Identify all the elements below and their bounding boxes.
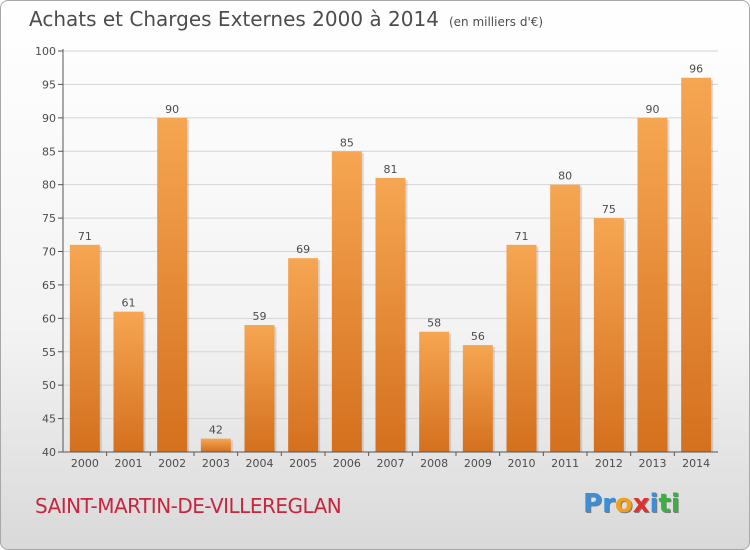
bar-value-label: 71 xyxy=(78,230,92,243)
bar xyxy=(157,117,188,452)
bar xyxy=(637,117,668,452)
chart-title-text: Achats et Charges Externes 2000 à 2014 xyxy=(29,7,439,31)
y-tick-label: 75 xyxy=(42,212,56,225)
y-tick-label: 50 xyxy=(42,379,56,392)
chart-unit: (en milliers d'€) xyxy=(448,15,544,29)
bar-value-label: 90 xyxy=(646,103,660,116)
bar-value-label: 85 xyxy=(340,136,354,149)
x-tick-label: 2000 xyxy=(71,457,99,470)
x-tick-label: 2008 xyxy=(420,457,448,470)
y-tick-label: 95 xyxy=(42,78,56,91)
logo-letter: o xyxy=(614,489,633,519)
y-tick-label: 60 xyxy=(42,312,56,325)
logo-letter: P xyxy=(583,489,603,519)
bars xyxy=(69,77,714,452)
logo-letter: x xyxy=(632,489,650,519)
bar xyxy=(375,177,406,452)
bar xyxy=(462,345,493,452)
y-tick-label: 85 xyxy=(42,145,56,158)
x-tick-label: 2014 xyxy=(682,457,710,470)
bar-value-label: 58 xyxy=(427,317,441,330)
logo-letter: i xyxy=(649,489,659,519)
axes xyxy=(58,49,718,456)
bar xyxy=(681,77,712,452)
bar-value-label: 71 xyxy=(515,230,529,243)
x-tick-label: 2009 xyxy=(464,457,492,470)
bar-value-label: 96 xyxy=(689,63,703,76)
x-tick-label: 2012 xyxy=(595,457,623,470)
labels: 40 45 50 55 60 65 70 75 80 85 90 95 100 71 2000 61 2001 9… xyxy=(35,45,710,470)
x-tick-label: 2001 xyxy=(115,457,143,470)
bar-value-label: 61 xyxy=(122,297,136,310)
bar xyxy=(244,325,275,452)
bar-value-label: 42 xyxy=(209,424,223,437)
x-tick-label: 2003 xyxy=(202,457,230,470)
bar xyxy=(288,258,319,452)
x-tick-label: 2011 xyxy=(551,457,579,470)
y-tick-label: 40 xyxy=(42,446,56,459)
bar xyxy=(593,218,624,452)
bar xyxy=(69,244,100,452)
bar xyxy=(550,184,581,452)
x-tick-label: 2002 xyxy=(158,457,186,470)
bar xyxy=(419,331,450,452)
bar xyxy=(113,311,144,452)
bar xyxy=(506,244,537,452)
y-tick-label: 45 xyxy=(42,413,56,426)
bar-value-label: 59 xyxy=(253,310,267,323)
y-tick-label: 100 xyxy=(35,45,56,58)
commune-name: SAINT-MARTIN-DE-VILLEREGLAN xyxy=(35,494,342,518)
chart-title: Achats et Charges Externes 2000 à 2014 (e… xyxy=(29,7,543,31)
bar xyxy=(200,438,231,452)
logo-letter: t xyxy=(658,489,671,519)
bar-value-label: 75 xyxy=(602,203,616,216)
x-tick-label: 2004 xyxy=(246,457,274,470)
x-tick-label: 2005 xyxy=(289,457,317,470)
bar-value-label: 56 xyxy=(471,330,485,343)
x-tick-label: 2010 xyxy=(508,457,536,470)
x-tick-label: 2013 xyxy=(639,457,667,470)
y-tick-label: 70 xyxy=(42,246,56,259)
y-tick-label: 90 xyxy=(42,112,56,125)
y-tick-label: 80 xyxy=(42,179,56,192)
bar-value-label: 69 xyxy=(296,243,310,256)
y-tick-label: 55 xyxy=(42,346,56,359)
bar xyxy=(331,151,362,452)
bar-value-label: 90 xyxy=(165,103,179,116)
x-tick-label: 2007 xyxy=(377,457,405,470)
bar-value-label: 80 xyxy=(558,170,572,183)
bar-value-label: 81 xyxy=(384,163,398,176)
proxiti-logo: Proxiti xyxy=(583,489,680,519)
x-tick-label: 2006 xyxy=(333,457,361,470)
y-tick-label: 65 xyxy=(42,279,56,292)
logo-letter: i xyxy=(670,489,680,519)
logo-letter: r xyxy=(602,489,615,519)
